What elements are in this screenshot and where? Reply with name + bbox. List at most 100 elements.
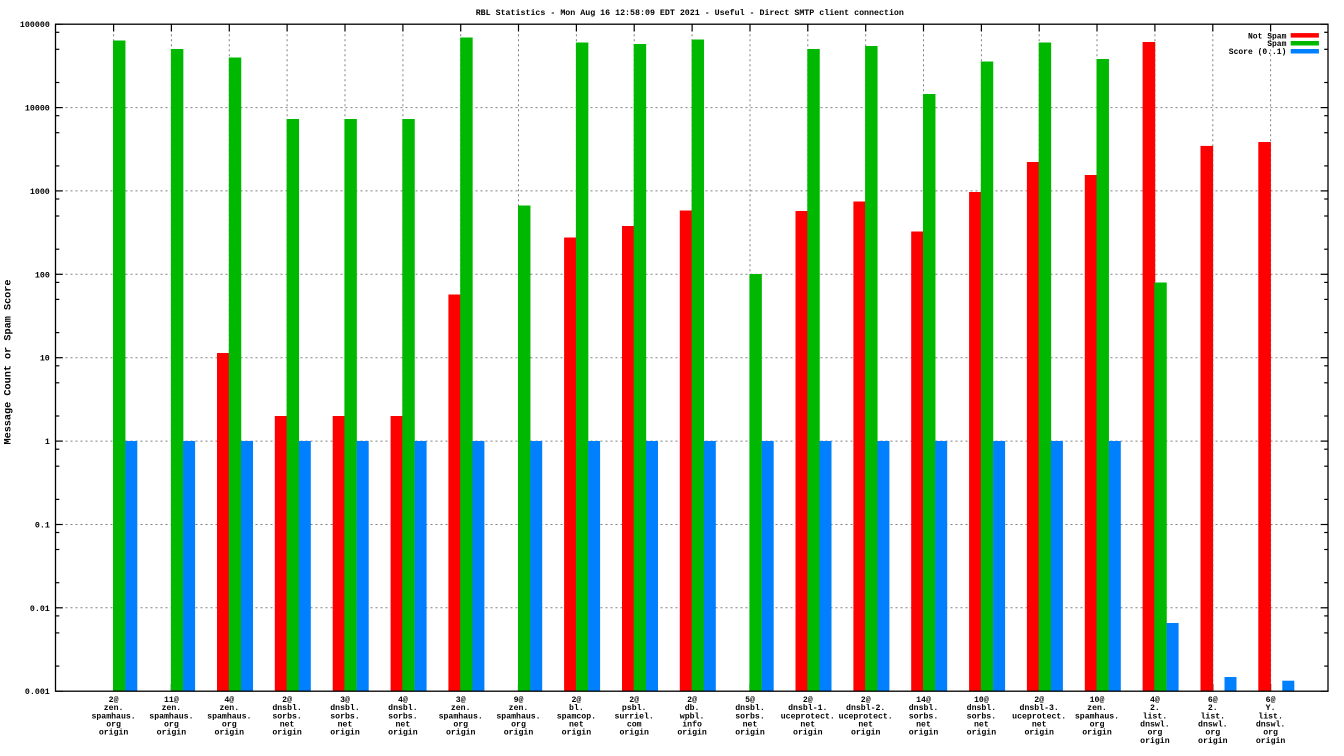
svg-text:dnsbl-2.: dnsbl-2. [846, 703, 885, 713]
svg-text:dnswl.: dnswl. [1256, 720, 1285, 730]
svg-text:zen.: zen. [219, 704, 239, 713]
svg-text:zen.: zen. [509, 704, 529, 713]
svg-text:dnsbl.: dnsbl. [735, 703, 764, 713]
svg-text:org: org [1205, 729, 1220, 738]
svg-text:origin: origin [1082, 728, 1112, 738]
svg-text:Score (0..1): Score (0..1) [1229, 48, 1287, 57]
svg-text:uceprotect.: uceprotect. [781, 712, 835, 721]
svg-text:origin: origin [157, 728, 187, 738]
svg-text:net: net [1032, 721, 1047, 730]
svg-text:net: net [974, 721, 989, 730]
svg-text:spamhaus.: spamhaus. [496, 711, 540, 721]
svg-text:origin: origin [1198, 736, 1228, 746]
svg-text:zen.: zen. [451, 704, 471, 713]
svg-text:100000: 100000 [20, 21, 50, 30]
svg-text:list.: list. [1258, 711, 1283, 721]
svg-text:14@: 14@ [916, 695, 931, 705]
svg-text:dnsbl-1.: dnsbl-1. [788, 703, 827, 713]
svg-text:spamhaus.: spamhaus. [207, 711, 251, 721]
svg-text:0.1: 0.1 [35, 522, 50, 531]
svg-text:org: org [222, 721, 237, 730]
svg-text:100: 100 [35, 271, 50, 280]
svg-text:0.01: 0.01 [30, 605, 50, 614]
svg-text:dnsbl.: dnsbl. [330, 703, 359, 713]
svg-text:origin: origin [909, 728, 939, 738]
svg-text:origin: origin [446, 728, 476, 738]
svg-text:net: net [743, 721, 758, 730]
svg-text:info: info [682, 720, 702, 730]
svg-text:dnsbl.: dnsbl. [909, 703, 938, 713]
svg-text:2@: 2@ [1034, 695, 1044, 705]
svg-text:psbl.: psbl. [622, 703, 647, 713]
svg-text:origin: origin [735, 728, 765, 738]
svg-text:RBL Statistics - Mon Aug 16 12: RBL Statistics - Mon Aug 16 12:58:09 EDT… [476, 8, 904, 18]
svg-text:2@: 2@ [803, 695, 813, 705]
svg-text:net: net [569, 721, 584, 730]
svg-text:com: com [627, 721, 642, 730]
svg-text:spamhaus.: spamhaus. [149, 711, 193, 721]
svg-text:dnswl.: dnswl. [1198, 720, 1227, 730]
svg-text:origin: origin [330, 728, 360, 738]
svg-text:origin: origin [215, 728, 245, 738]
svg-text:list.: list. [1201, 711, 1226, 721]
svg-text:1: 1 [45, 438, 50, 447]
svg-text:Message Count or Spam Score: Message Count or Spam Score [4, 279, 15, 444]
svg-text:db.: db. [685, 703, 700, 713]
svg-text:spamhaus.: spamhaus. [1075, 711, 1119, 721]
svg-text:zen.: zen. [162, 704, 182, 713]
svg-text:origin: origin [1024, 728, 1054, 738]
svg-text:2.: 2. [1150, 704, 1160, 713]
svg-text:org: org [1263, 729, 1278, 738]
svg-text:dnsbl.: dnsbl. [388, 703, 417, 713]
svg-text:Not Spam: Not Spam [1248, 32, 1287, 41]
svg-text:origin: origin [562, 728, 592, 738]
svg-text:origin: origin [851, 728, 881, 738]
svg-text:spamhaus.: spamhaus. [91, 711, 135, 721]
svg-text:2@: 2@ [861, 695, 871, 705]
svg-text:3@: 3@ [456, 695, 466, 705]
svg-text:1000: 1000 [30, 188, 50, 197]
svg-text:org: org [453, 721, 468, 730]
svg-text:org: org [106, 721, 121, 730]
svg-text:2@: 2@ [282, 695, 292, 705]
svg-text:uceprotect.: uceprotect. [1012, 712, 1066, 721]
svg-text:2.: 2. [1208, 704, 1218, 713]
svg-text:origin: origin [677, 728, 707, 738]
svg-text:2@: 2@ [571, 695, 581, 705]
svg-text:net: net [396, 721, 411, 730]
svg-text:origin: origin [272, 728, 302, 738]
svg-text:origin: origin [619, 728, 649, 738]
svg-text:sorbs.: sorbs. [388, 711, 417, 721]
svg-text:org: org [164, 721, 179, 730]
svg-text:5@: 5@ [745, 695, 755, 705]
svg-text:sorbs.: sorbs. [272, 711, 301, 721]
svg-text:sorbs.: sorbs. [330, 711, 359, 721]
svg-text:origin: origin [967, 728, 997, 738]
svg-text:net: net [858, 721, 873, 730]
svg-text:org: org [1148, 729, 1163, 738]
svg-text:4@: 4@ [398, 695, 408, 705]
svg-text:spamhaus.: spamhaus. [439, 711, 483, 721]
svg-text:Spam: Spam [1267, 40, 1286, 49]
svg-text:origin: origin [1140, 736, 1170, 746]
svg-text:origin: origin [793, 728, 823, 738]
svg-text:uceprotect.: uceprotect. [839, 712, 893, 721]
svg-text:6@: 6@ [1266, 695, 1276, 705]
svg-text:org: org [511, 721, 526, 730]
svg-text:spamcop.: spamcop. [557, 712, 596, 721]
svg-text:0.001: 0.001 [25, 688, 50, 697]
svg-text:surriel.: surriel. [615, 711, 654, 721]
svg-text:org: org [1090, 721, 1105, 730]
svg-text:10000: 10000 [25, 105, 50, 114]
svg-text:sorbs.: sorbs. [735, 711, 764, 721]
svg-text:Y.: Y. [1266, 704, 1276, 713]
svg-text:net: net [280, 721, 295, 730]
svg-text:net: net [800, 721, 815, 730]
svg-text:zen.: zen. [104, 704, 124, 713]
svg-text:net: net [338, 721, 353, 730]
svg-text:dnsbl.: dnsbl. [967, 703, 996, 713]
svg-text:6@: 6@ [1208, 695, 1218, 705]
svg-text:wpbl.: wpbl. [680, 711, 705, 721]
svg-text:zen.: zen. [1087, 704, 1107, 713]
svg-text:origin: origin [388, 728, 418, 738]
